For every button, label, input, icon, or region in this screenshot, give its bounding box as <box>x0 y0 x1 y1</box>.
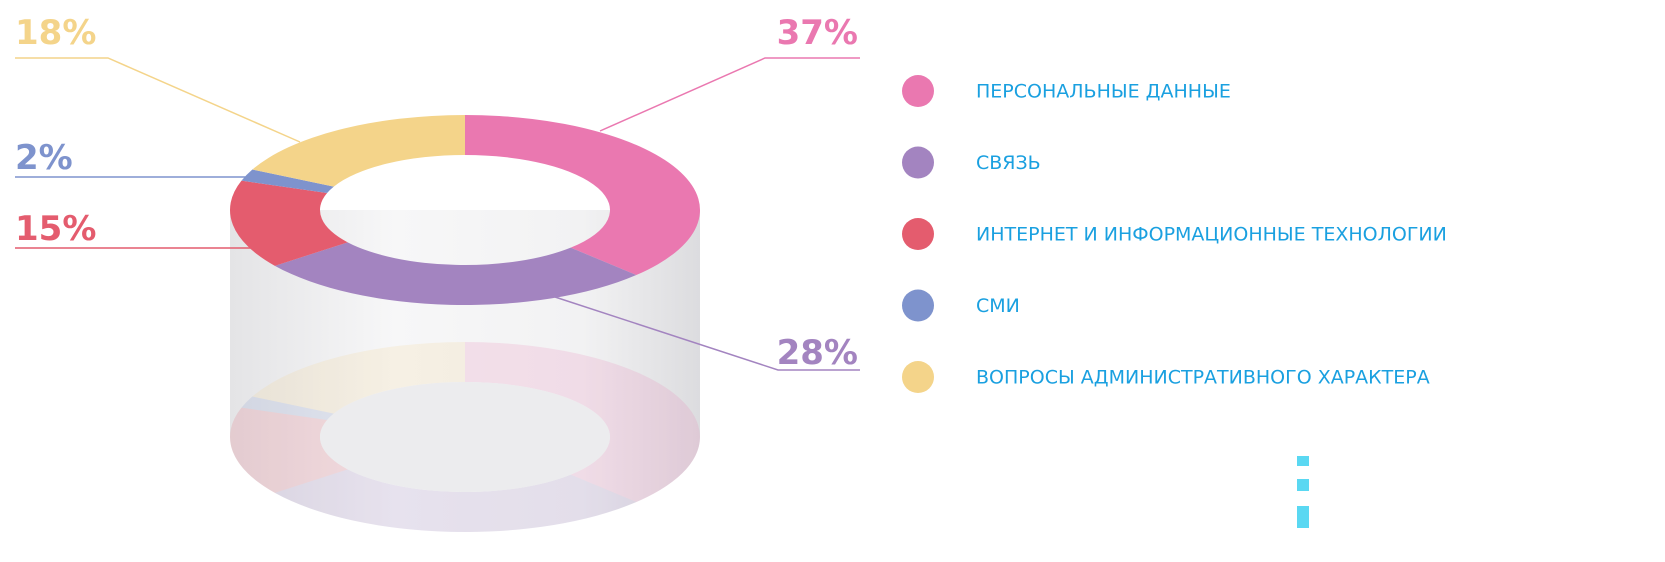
donut-segment <box>230 180 348 266</box>
legend-label: ВОПРОСЫ АДМИНИСТРАТИВНОГО ХАРАКТЕРА <box>976 367 1430 389</box>
donut-segment <box>274 242 637 305</box>
decor <box>1297 506 1309 528</box>
bottom-hole <box>320 382 610 492</box>
legend-marker <box>902 146 934 179</box>
reflection-segment <box>252 342 465 414</box>
legend-label: СМИ <box>976 295 1020 317</box>
decor <box>1297 456 1309 466</box>
leader-line <box>599 57 860 132</box>
legend-label: ИНТЕРНЕТ И ИНФОРМАЦИОННЫЕ ТЕХНОЛОГИИ <box>976 224 1447 246</box>
leader-line <box>554 296 860 371</box>
reflection-segment <box>229 407 348 493</box>
value-label: 15% <box>15 209 96 249</box>
donut-segment <box>252 115 465 187</box>
value-label: 2% <box>15 138 73 178</box>
value-label: 18% <box>15 13 96 53</box>
legend-marker <box>902 361 934 393</box>
value-label: 28% <box>777 333 858 373</box>
value-label: 37% <box>777 13 858 53</box>
legend-marker <box>902 75 934 107</box>
donut-segment <box>241 169 334 194</box>
legend-marker <box>902 289 934 322</box>
decor <box>1297 479 1309 491</box>
reflection-segment <box>274 469 637 533</box>
legend-marker <box>902 218 934 250</box>
legend-label: СВЯЗЬ <box>976 152 1041 174</box>
reflection-segment <box>465 342 700 503</box>
donut-segment <box>465 115 701 276</box>
leader-line <box>15 57 301 143</box>
legend-label: ПЕРСОНАЛЬНЫЕ ДАННЫЕ <box>976 81 1231 103</box>
reflection-segment <box>241 396 334 421</box>
